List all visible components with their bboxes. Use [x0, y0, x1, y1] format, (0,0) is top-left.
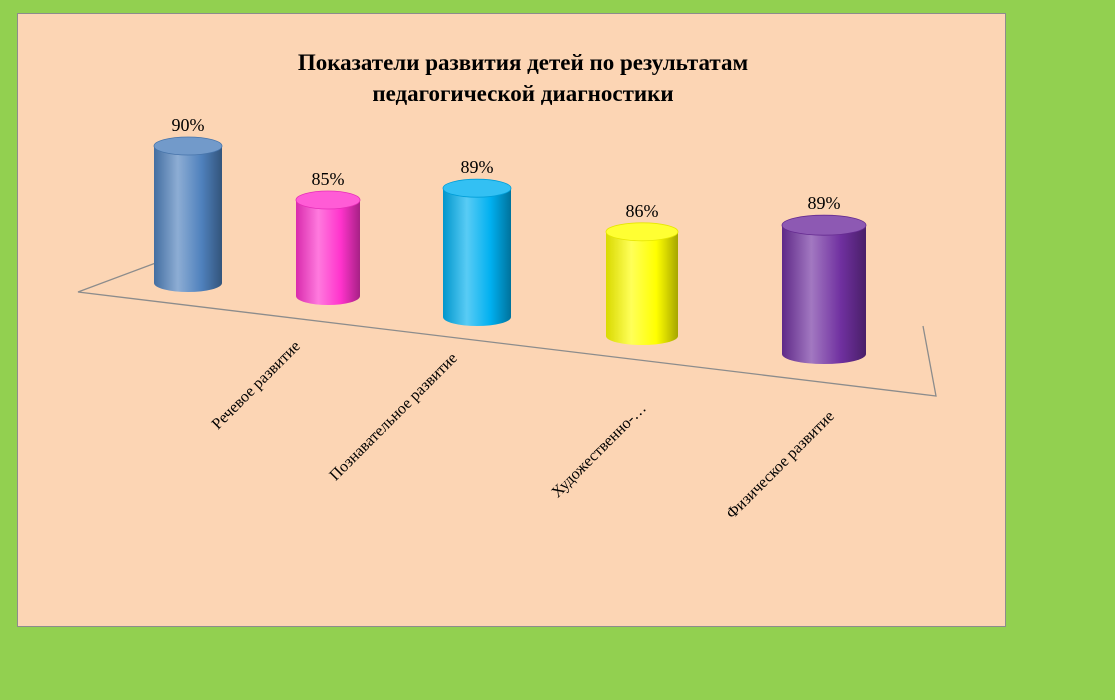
cylinder-bar-4	[605, 222, 679, 345]
data-label-3: 89%	[461, 157, 494, 177]
cylinder-body-5	[782, 225, 866, 364]
category-label-1: Речевое развитие	[209, 338, 304, 433]
cylinder-bar-1	[153, 136, 223, 292]
cylinder-top-3	[442, 178, 512, 198]
data-label-5: 89%	[808, 193, 841, 213]
cylinder-bar-3	[442, 178, 512, 326]
cylinder-body-1	[154, 146, 222, 292]
cylinder-top-1	[153, 136, 223, 156]
category-label-5: Физическое развитие	[723, 408, 838, 523]
cylinder-body-4	[606, 231, 678, 345]
cylinder-body-3	[443, 188, 511, 326]
bars-layer	[153, 136, 867, 364]
chart-panel: Показатели развития детей по результатам…	[17, 13, 1006, 627]
cylinder-top-2	[295, 190, 361, 210]
cylinder-bar-2	[295, 190, 361, 305]
cylinder-body-2	[296, 200, 360, 305]
floor-outline	[77, 260, 937, 397]
cylinder-bar-5	[781, 214, 867, 364]
category-label-2: Познавательное развитие	[326, 350, 460, 484]
data-label-1: 90%	[172, 115, 205, 135]
cylinder-top-5	[781, 214, 867, 236]
data-label-4: 86%	[626, 201, 659, 221]
chart-title-line-2: педагогической диагностики	[372, 81, 673, 106]
chart-svg: Показатели развития детей по результатам…	[77, 50, 937, 523]
chart-title-line-1: Показатели развития детей по результатам	[298, 50, 748, 75]
data-label-2: 85%	[312, 169, 345, 189]
cylinder-top-4	[605, 222, 679, 242]
category-label-4: Художественно-…	[548, 400, 649, 501]
